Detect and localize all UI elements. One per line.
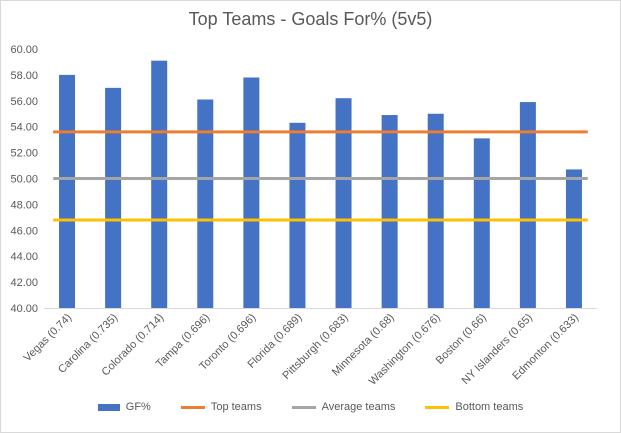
y-tick-label: 50.00 bbox=[10, 174, 38, 186]
chart-title: Top Teams - Goals For% (5v5) bbox=[188, 9, 433, 29]
legend-item: GF% bbox=[97, 401, 151, 413]
bar-gf-8 bbox=[427, 113, 444, 308]
legend-label: Bottom teams bbox=[455, 401, 524, 413]
bar-gf-7 bbox=[381, 115, 398, 308]
legend-label: GF% bbox=[125, 401, 151, 413]
y-tick-label: 40.00 bbox=[10, 303, 38, 315]
bar-gf-10 bbox=[519, 102, 536, 308]
legend-swatch bbox=[180, 405, 205, 409]
legend-label: Average teams bbox=[321, 401, 396, 413]
legend-swatch bbox=[291, 405, 316, 409]
bar-gf-0 bbox=[59, 74, 76, 309]
y-tick-label: 42.00 bbox=[10, 277, 38, 289]
y-tick-label: 48.00 bbox=[10, 199, 38, 211]
legend-label: Top teams bbox=[210, 401, 262, 413]
bar-gf-5 bbox=[289, 122, 306, 308]
bar-gf-3 bbox=[197, 99, 214, 308]
bar-gf-1 bbox=[105, 87, 122, 308]
legend-swatch bbox=[425, 405, 450, 409]
y-tick-label: 44.00 bbox=[10, 251, 38, 263]
y-tick-label: 56.00 bbox=[10, 96, 38, 108]
bar-gf-2 bbox=[151, 60, 168, 308]
legend: GF% Top teams Average teams Bottom teams bbox=[1, 401, 620, 413]
y-tick-label: 60.00 bbox=[10, 44, 38, 56]
y-tick-label: 46.00 bbox=[10, 225, 38, 237]
legend-item: Average teams bbox=[291, 401, 396, 413]
bar-gf-6 bbox=[335, 98, 352, 309]
legend-item: Bottom teams bbox=[425, 401, 523, 413]
plot-area: 40.00 42.00 44.00 46.00 48.00 50.00 52.00 54.00… bbox=[10, 44, 597, 388]
legend-item: Top teams bbox=[180, 401, 262, 413]
y-tick-label: 54.00 bbox=[10, 122, 38, 134]
bar-gf-4 bbox=[243, 77, 260, 309]
y-tick-label: 52.00 bbox=[10, 148, 38, 160]
bar-gf-11 bbox=[565, 169, 582, 308]
legend-swatch bbox=[97, 403, 120, 411]
bar-gf-9 bbox=[473, 138, 490, 308]
y-tick-label: 58.00 bbox=[10, 70, 38, 82]
